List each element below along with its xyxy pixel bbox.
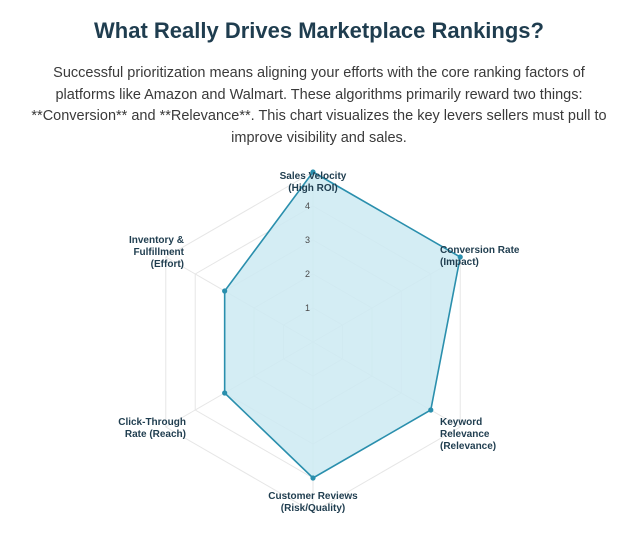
data-point-5 bbox=[222, 390, 228, 396]
page-description: Successful prioritization means aligning… bbox=[31, 65, 607, 146]
data-point-1 bbox=[310, 169, 316, 175]
axis-label-4: Customer Reviews (Risk/Quality) bbox=[268, 491, 358, 514]
data-series-area bbox=[223, 170, 462, 479]
tick-label-4: 4 bbox=[305, 201, 310, 211]
axis-label-2: Conversion Rate (Impact) bbox=[440, 245, 520, 268]
data-point-2 bbox=[457, 254, 463, 260]
tick-label-2: 2 bbox=[305, 269, 310, 279]
axis-label-1: Sales Velocity (High ROI) bbox=[280, 171, 347, 194]
tick-label-1: 1 bbox=[305, 303, 310, 313]
data-point-4 bbox=[310, 475, 316, 481]
data-point-6 bbox=[222, 288, 228, 294]
tick-label-3: 3 bbox=[305, 235, 310, 245]
axis-label-3: Keyword Relevance (Relevance) bbox=[440, 417, 496, 452]
axis-label-6: Inventory & Fulfillment (Effort) bbox=[129, 235, 185, 270]
axis-label-5: Click-Through Rate (Reach) bbox=[118, 417, 186, 440]
page-title: What Really Drives Marketplace Rankings? bbox=[94, 18, 544, 43]
data-point-3 bbox=[428, 407, 434, 413]
